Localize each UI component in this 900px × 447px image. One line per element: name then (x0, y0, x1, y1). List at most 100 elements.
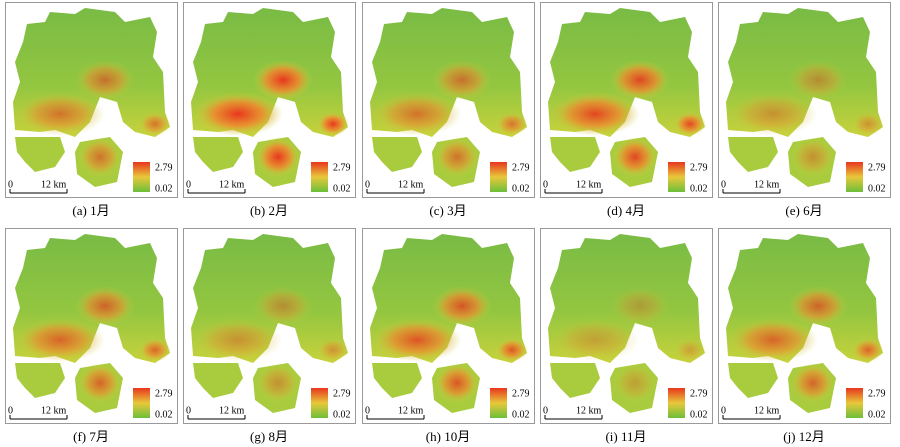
hot-zone (435, 137, 479, 177)
hot-zone (432, 60, 492, 100)
hot-zone (610, 60, 670, 100)
legend-max: 2.79 (690, 162, 708, 173)
panel-caption: (j) 12月 (783, 429, 825, 444)
legend-max: 2.79 (155, 162, 173, 173)
panel-caption: (e) 6月 (785, 203, 822, 218)
scale-label: 12 km (576, 179, 602, 190)
hot-zone (253, 60, 313, 100)
legend-min: 0.02 (690, 409, 708, 420)
hot-zone (193, 318, 283, 362)
hot-zone (791, 363, 835, 403)
hot-zone (496, 112, 528, 136)
hot-zone (256, 363, 300, 403)
panel-caption: (h) 10月 (426, 429, 470, 444)
scale-label: 12 km (219, 179, 245, 190)
scale-label: 12 km (754, 179, 780, 190)
panel-caption: (a) 1月 (72, 203, 109, 218)
legend-bar (133, 162, 150, 192)
hot-zone (852, 112, 884, 136)
hot-zone (613, 363, 657, 403)
map-panel: 2.79 0.02 0 12 km (c) 3月 (362, 2, 535, 218)
scale-start: 0 (365, 179, 370, 190)
legend-min: 0.02 (333, 409, 351, 420)
legend-min: 0.02 (155, 183, 173, 194)
scale-start: 0 (186, 179, 191, 190)
hot-zone (317, 338, 349, 362)
map-panel: 2.79 0.02 0 12 km (g) 8月 (183, 228, 356, 444)
hot-zone (15, 318, 105, 362)
hot-zone (75, 286, 135, 326)
hot-zone (193, 92, 283, 136)
hot-zone (674, 338, 706, 362)
hot-zone (372, 318, 462, 362)
scale-label: 12 km (576, 405, 602, 416)
panel-caption: (d) 4月 (607, 203, 645, 218)
legend-max: 2.79 (333, 162, 351, 173)
scale-label: 12 km (41, 405, 67, 416)
legend-min: 0.02 (868, 409, 886, 420)
scale-start: 0 (543, 405, 548, 416)
legend-bar (490, 162, 507, 192)
legend-bar (133, 388, 150, 418)
map-panel: 2.79 0.02 0 12 km (d) 4月 (540, 2, 713, 218)
hot-zone (78, 363, 122, 403)
hot-zone (791, 137, 835, 177)
scale-label: 12 km (398, 179, 424, 190)
panel-caption: (b) 2月 (250, 203, 288, 218)
legend-min: 0.02 (512, 183, 530, 194)
panel-caption: (f) 7月 (73, 429, 109, 444)
legend-bar (311, 388, 328, 418)
hot-zone (610, 286, 670, 326)
hot-zone (788, 286, 848, 326)
legend-min: 0.02 (690, 183, 708, 194)
hot-zone (550, 318, 640, 362)
scale-start: 0 (721, 405, 726, 416)
hot-zone (432, 286, 492, 326)
hot-zone (550, 92, 640, 136)
legend-max: 2.79 (155, 388, 173, 399)
hot-zone (253, 286, 313, 326)
legend-bar (846, 388, 863, 418)
map-panel: 2.79 0.02 0 12 km (e) 6月 (718, 2, 891, 218)
legend-max: 2.79 (512, 162, 530, 173)
hot-zone (496, 338, 528, 362)
legend-bar (668, 388, 685, 418)
hot-zone (674, 112, 706, 136)
hot-zone (435, 363, 479, 403)
panel-caption: (g) 8月 (250, 429, 288, 444)
legend-max: 2.79 (333, 388, 351, 399)
panel-caption: (i) 11月 (605, 429, 646, 444)
hot-zone (75, 60, 135, 100)
legend-min: 0.02 (512, 409, 530, 420)
hot-zone (317, 112, 349, 136)
scale-start: 0 (8, 179, 13, 190)
legend-bar (668, 162, 685, 192)
scale-label: 12 km (754, 405, 780, 416)
hot-zone (728, 92, 818, 136)
panel-caption: (c) 3月 (429, 203, 466, 218)
legend-min: 0.02 (155, 409, 173, 420)
map-panel: 2.79 0.02 0 12 km (f) 7月 (5, 228, 178, 444)
hot-zone (15, 92, 105, 136)
scale-start: 0 (365, 405, 370, 416)
scale-start: 0 (8, 405, 13, 416)
hot-zone (372, 92, 462, 136)
map-panel: 2.79 0.02 0 12 km (j) 12月 (718, 228, 891, 444)
legend-max: 2.79 (868, 162, 886, 173)
hot-zone (139, 338, 171, 362)
scale-label: 12 km (219, 405, 245, 416)
legend-bar (311, 162, 328, 192)
hot-zone (613, 137, 657, 177)
legend-max: 2.79 (512, 388, 530, 399)
legend-min: 0.02 (333, 183, 351, 194)
hot-zone (852, 338, 884, 362)
map-panel: 2.79 0.02 0 12 km (b) 2月 (183, 2, 356, 218)
legend-max: 2.79 (868, 388, 886, 399)
map-panel: 2.79 0.02 0 12 km (i) 11月 (540, 228, 713, 444)
legend-bar (490, 388, 507, 418)
hot-zone (78, 137, 122, 177)
hot-zone (728, 318, 818, 362)
hot-zone (788, 60, 848, 100)
map-panel: 2.79 0.02 0 12 km (h) 10月 (362, 228, 535, 444)
